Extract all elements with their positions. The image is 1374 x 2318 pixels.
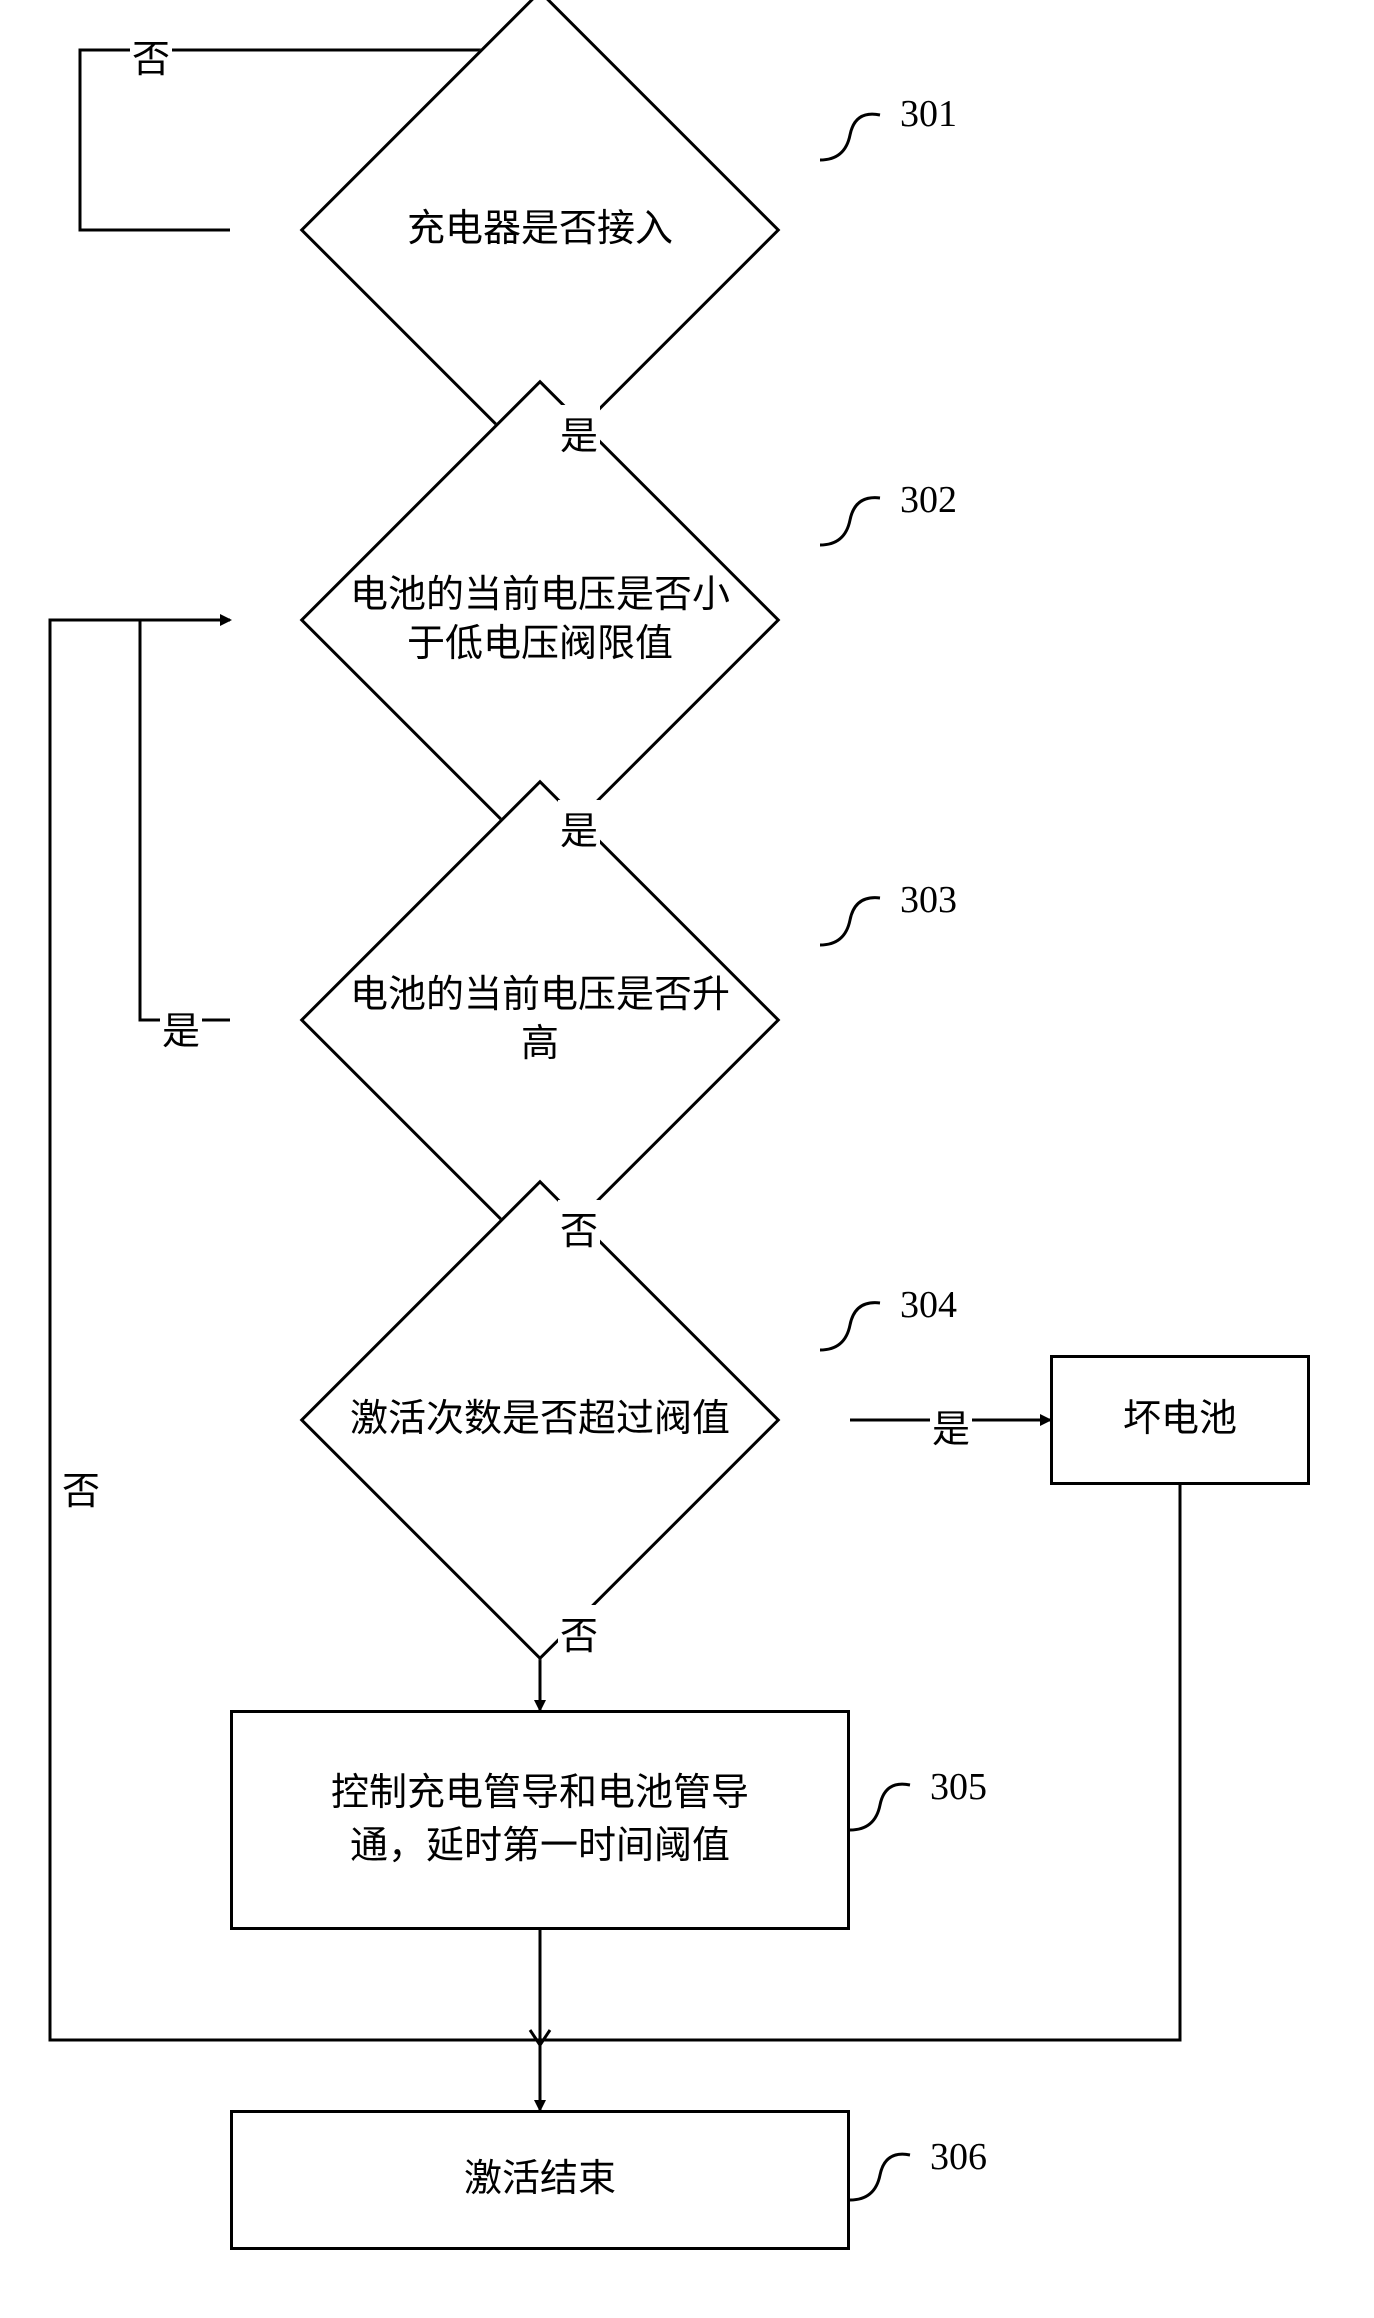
edge-label-301-302-yes: 是	[558, 405, 600, 460]
step-label-305: 305	[930, 1765, 987, 1809]
terminal-bad-battery: 坏电池	[1050, 1355, 1310, 1485]
step-label-306: 306	[930, 2135, 987, 2179]
step-label-303: 303	[900, 878, 957, 922]
step-label-302: 302	[900, 478, 957, 522]
terminal-activation-end-label: 激活结束	[464, 2153, 616, 2206]
terminal-bad-battery-label: 坏电池	[1123, 1393, 1237, 1446]
flowchart-canvas: 充电器是否接入 电池的当前电压是否小 于低电压阀限值 电池的当前电压是否升 高 …	[0, 0, 1374, 2318]
edge-label-302-no: 否	[60, 1460, 102, 1515]
edge-label-304-bad-yes: 是	[930, 1398, 972, 1453]
edge-label-302-303-yes: 是	[558, 800, 600, 855]
edge-label-304-305-no: 否	[558, 1605, 600, 1660]
decision-charger-connected-label: 充电器是否接入	[300, 200, 780, 260]
step-label-301: 301	[900, 92, 957, 136]
edge-label-303-yes: 是	[160, 1000, 202, 1055]
process-enable-charge-delay-label: 控制充电管导和电池管导 通，延时第一时间阈值	[331, 1767, 749, 1873]
edge-label-301-no: 否	[130, 28, 172, 83]
process-enable-charge-delay: 控制充电管导和电池管导 通，延时第一时间阈值	[230, 1710, 850, 1930]
decision-activation-count-exceeded-label: 激活次数是否超过阀值	[290, 1390, 790, 1450]
decision-voltage-rising-label: 电池的当前电压是否升 高	[300, 970, 780, 1070]
connector-layer	[0, 0, 1374, 2318]
step-label-304: 304	[900, 1283, 957, 1327]
terminal-activation-end: 激活结束	[230, 2110, 850, 2250]
edge-label-303-304-no: 否	[558, 1200, 600, 1255]
decision-voltage-below-threshold-label: 电池的当前电压是否小 于低电压阀限值	[300, 570, 780, 670]
